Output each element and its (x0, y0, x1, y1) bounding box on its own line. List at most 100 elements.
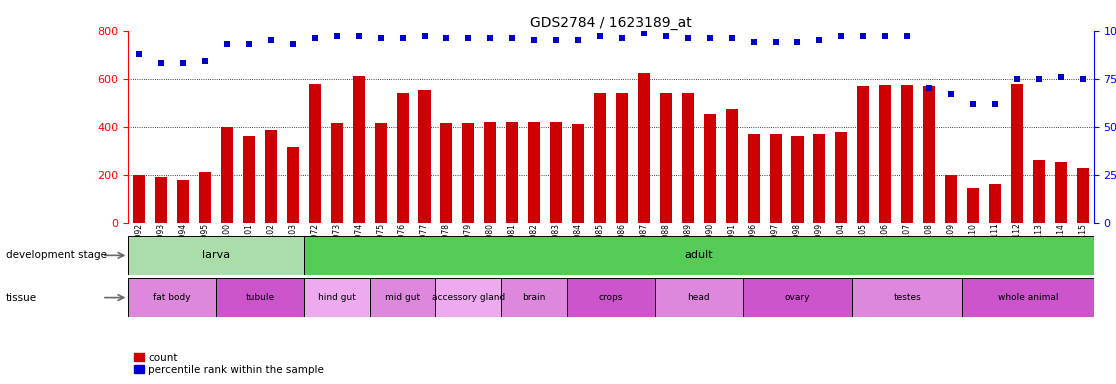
Bar (441, 123, 452, 223)
Point (394, 35, 412, 41)
Bar (501, 278, 567, 317)
Title: GDS2784 / 1623189_at: GDS2784 / 1623189_at (530, 16, 692, 30)
Point (789, 39, 807, 45)
Bar (857, 86, 869, 223)
Bar (353, 76, 365, 223)
Bar (264, 130, 277, 223)
Point (855, 33, 873, 40)
Point (833, 33, 850, 40)
Bar (1011, 84, 1023, 223)
Point (987, 101, 1004, 107)
Bar (704, 114, 715, 223)
Bar (1055, 162, 1067, 223)
Point (481, 35, 499, 41)
Bar (742, 278, 853, 317)
Point (306, 35, 324, 41)
Text: whole animal: whole animal (998, 293, 1058, 302)
Text: development stage: development stage (6, 250, 107, 260)
Text: accessory gland: accessory gland (432, 293, 506, 302)
Bar (770, 134, 781, 223)
Point (152, 60, 170, 66)
Point (723, 35, 741, 41)
Point (415, 33, 433, 40)
Point (503, 35, 521, 41)
Bar (573, 124, 584, 223)
Text: hind gut: hind gut (318, 293, 356, 302)
Text: testes: testes (893, 293, 921, 302)
Point (460, 35, 478, 41)
Bar (128, 236, 304, 275)
Bar (133, 175, 145, 223)
Text: brain: brain (522, 293, 546, 302)
Point (810, 37, 828, 43)
Bar (962, 278, 1094, 317)
Bar (814, 134, 826, 223)
Point (174, 60, 192, 66)
Point (1030, 76, 1048, 82)
Point (547, 37, 565, 43)
Text: mid gut: mid gut (385, 293, 420, 302)
Bar (243, 136, 256, 223)
Bar (199, 172, 211, 223)
Point (283, 41, 301, 47)
Point (349, 33, 367, 40)
Bar (217, 278, 304, 317)
Bar (1032, 161, 1045, 223)
Bar (923, 86, 935, 223)
Text: crops: crops (599, 293, 623, 302)
Point (767, 39, 785, 45)
Bar (655, 278, 742, 317)
Point (635, 30, 653, 36)
Bar (989, 184, 1001, 223)
Text: head: head (687, 293, 710, 302)
Point (196, 58, 214, 65)
Bar (304, 236, 1094, 275)
Bar (309, 84, 321, 223)
Text: larva: larva (202, 250, 230, 260)
Bar (748, 134, 760, 223)
Point (701, 35, 719, 41)
Bar (287, 147, 299, 223)
Bar (462, 123, 474, 223)
Bar (853, 278, 962, 317)
Point (964, 101, 982, 107)
Point (898, 33, 916, 40)
Bar (725, 109, 738, 223)
Bar (128, 278, 217, 317)
Point (569, 37, 587, 43)
Point (218, 41, 235, 47)
Point (262, 37, 280, 43)
Point (328, 33, 346, 40)
Bar (567, 278, 655, 317)
Bar (396, 93, 408, 223)
Bar (550, 122, 562, 223)
Bar (791, 136, 804, 223)
Point (591, 33, 609, 40)
Point (613, 35, 631, 41)
Point (1052, 74, 1070, 80)
Bar (879, 85, 892, 223)
Bar (638, 73, 650, 223)
Bar (177, 180, 190, 223)
Text: tubule: tubule (246, 293, 275, 302)
Text: adult: adult (684, 250, 713, 260)
Bar (507, 122, 518, 223)
Bar (484, 122, 497, 223)
Point (679, 35, 696, 41)
Bar (901, 85, 913, 223)
Bar (375, 123, 386, 223)
Bar (1077, 167, 1089, 223)
Point (131, 51, 148, 57)
Bar (966, 188, 979, 223)
Point (657, 33, 675, 40)
Point (372, 35, 389, 41)
Bar (304, 278, 369, 317)
Bar (221, 127, 233, 223)
Point (921, 85, 939, 91)
Point (876, 33, 894, 40)
Text: tissue: tissue (6, 293, 37, 303)
Bar (369, 278, 435, 317)
Point (744, 39, 762, 45)
Bar (682, 93, 694, 223)
Bar (435, 278, 501, 317)
